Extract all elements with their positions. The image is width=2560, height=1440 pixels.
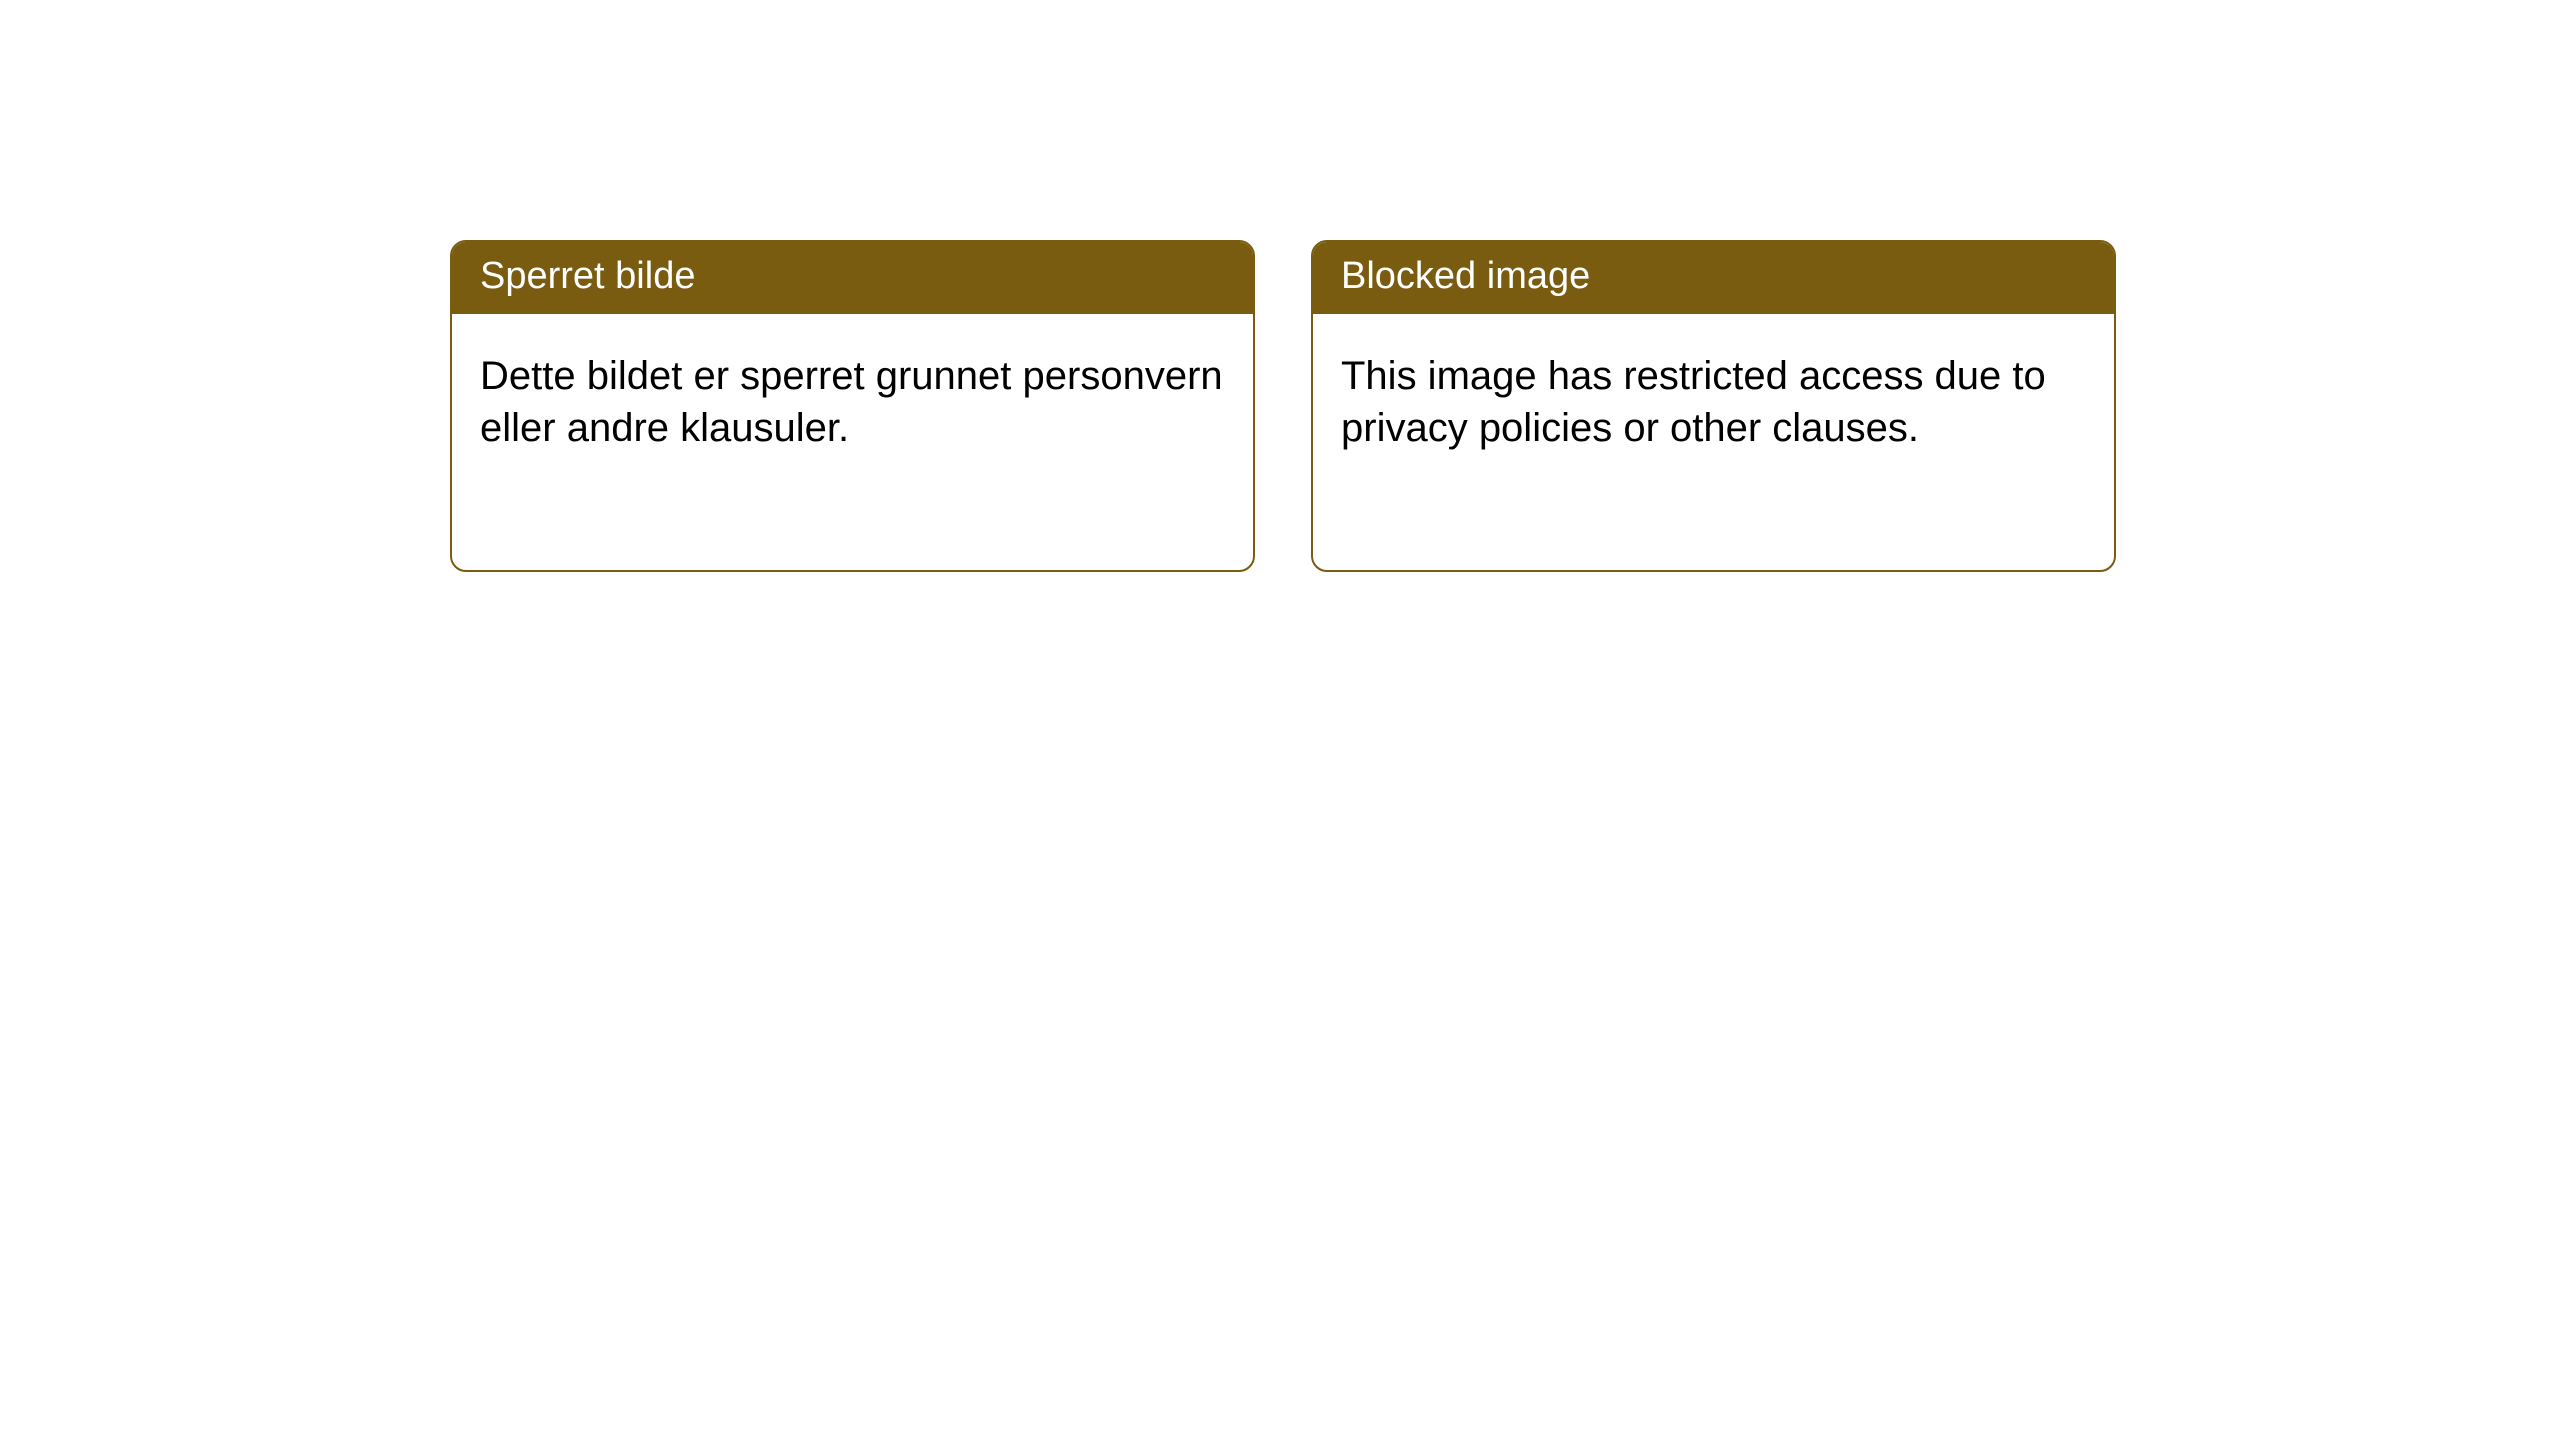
notice-body-en: This image has restricted access due to … (1313, 314, 2114, 482)
notice-card-no: Sperret bilde Dette bildet er sperret gr… (450, 240, 1255, 572)
notice-body-no: Dette bildet er sperret grunnet personve… (452, 314, 1253, 482)
notice-header-en: Blocked image (1313, 242, 2114, 314)
notice-card-en: Blocked image This image has restricted … (1311, 240, 2116, 572)
notice-header-no: Sperret bilde (452, 242, 1253, 314)
notice-cards-container: Sperret bilde Dette bildet er sperret gr… (450, 240, 2116, 572)
